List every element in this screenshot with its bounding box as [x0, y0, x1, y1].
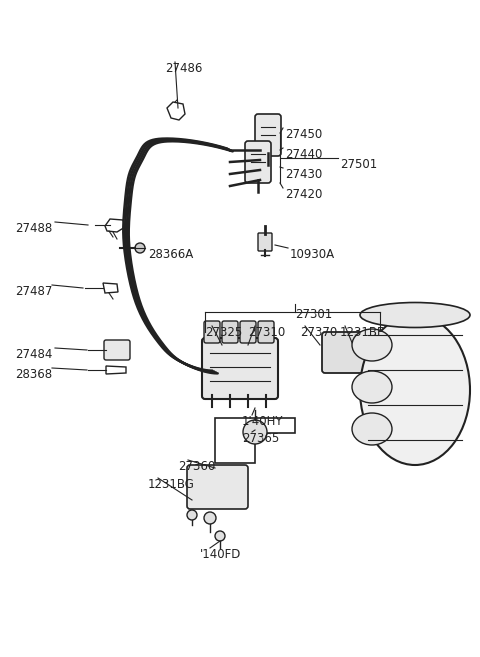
FancyBboxPatch shape	[245, 141, 271, 183]
Circle shape	[243, 420, 267, 444]
FancyBboxPatch shape	[255, 114, 281, 156]
Text: 27486: 27486	[165, 62, 203, 75]
Text: 27440: 27440	[285, 148, 323, 161]
Text: 27484: 27484	[15, 348, 52, 361]
Text: 27310: 27310	[248, 326, 285, 339]
Text: 27360: 27360	[178, 460, 215, 473]
FancyBboxPatch shape	[258, 233, 272, 251]
Text: 27430: 27430	[285, 168, 322, 181]
Text: 27501: 27501	[340, 158, 377, 171]
FancyBboxPatch shape	[240, 321, 256, 343]
Circle shape	[187, 510, 197, 520]
Text: 1'40HY: 1'40HY	[242, 415, 284, 428]
Text: 1231BG: 1231BG	[148, 478, 195, 491]
FancyBboxPatch shape	[104, 340, 130, 360]
Text: 27365: 27365	[242, 432, 279, 445]
Text: 27487: 27487	[15, 285, 52, 298]
FancyBboxPatch shape	[204, 321, 220, 343]
Circle shape	[135, 243, 145, 253]
Circle shape	[375, 347, 385, 357]
Text: 27420: 27420	[285, 188, 323, 201]
Ellipse shape	[360, 302, 470, 327]
Ellipse shape	[352, 413, 392, 445]
Text: 28368: 28368	[15, 368, 52, 381]
Ellipse shape	[360, 315, 470, 465]
Circle shape	[204, 512, 216, 524]
FancyBboxPatch shape	[187, 465, 248, 509]
Text: 27301: 27301	[295, 308, 332, 321]
FancyBboxPatch shape	[202, 338, 278, 399]
Text: 28366A: 28366A	[148, 248, 193, 261]
Text: 1231BF: 1231BF	[340, 326, 384, 339]
Text: 27450: 27450	[285, 128, 322, 141]
Text: 27370: 27370	[300, 326, 337, 339]
Circle shape	[215, 531, 225, 541]
Ellipse shape	[352, 371, 392, 403]
FancyBboxPatch shape	[258, 321, 274, 343]
Text: 27325: 27325	[205, 326, 242, 339]
Text: 10930A: 10930A	[290, 248, 335, 261]
FancyBboxPatch shape	[322, 332, 368, 373]
Ellipse shape	[352, 329, 392, 361]
FancyBboxPatch shape	[222, 321, 238, 343]
Text: 27488: 27488	[15, 222, 52, 235]
Text: '140FD: '140FD	[200, 548, 241, 561]
